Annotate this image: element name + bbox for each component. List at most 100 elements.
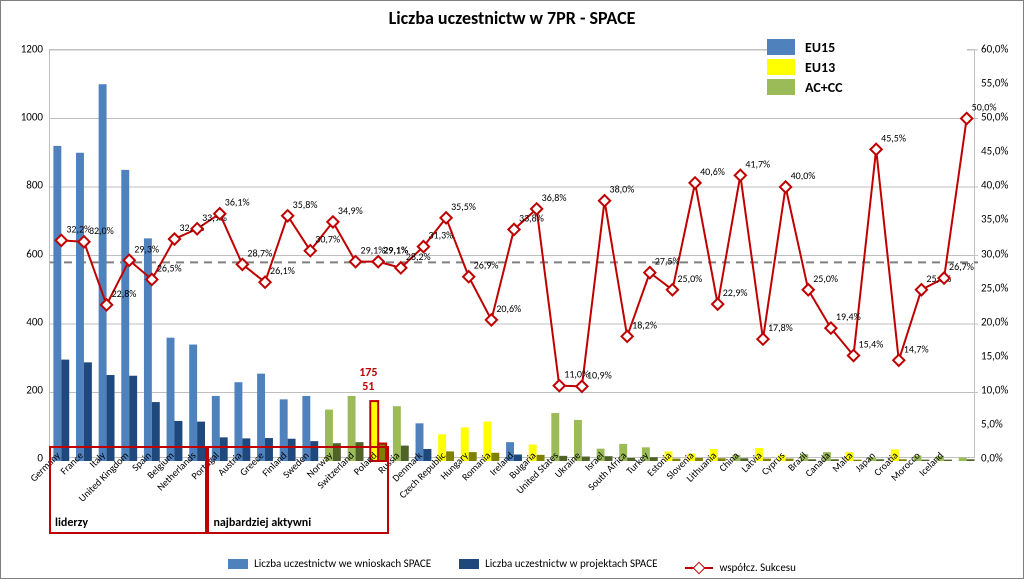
- y-left-tick: 1000: [1, 111, 47, 124]
- bar-projects: [197, 422, 205, 461]
- pct-label: 29,3%: [134, 242, 159, 255]
- y-right-tick: 20,0%: [977, 315, 1023, 328]
- pct-label: 32,2%: [66, 222, 91, 235]
- line-marker: [463, 271, 474, 282]
- pct-label: 29,1%: [361, 244, 386, 257]
- pct-label: 33,8%: [519, 211, 544, 224]
- y-right-tick: 30,0%: [977, 247, 1023, 260]
- x-axis-labels: GermanyFranceItalyUnited KingdomSpainBel…: [49, 458, 975, 546]
- legend-label: Liczba uczestnictw w projektach SPACE: [485, 557, 657, 570]
- y-right-tick: 15,0%: [977, 349, 1023, 362]
- legend-top-item: EU15: [767, 37, 967, 57]
- pct-label: 26,7%: [949, 260, 974, 273]
- line-marker: [599, 195, 610, 206]
- y-right-tick: 45,0%: [977, 145, 1023, 158]
- pct-label: 25,0%: [677, 272, 702, 285]
- y-left-tick: 1200: [1, 43, 47, 56]
- pct-label: 14,7%: [904, 342, 929, 355]
- bar-projects: [152, 402, 160, 461]
- y-right-tick: 60,0%: [977, 43, 1023, 56]
- line-marker: [916, 284, 927, 295]
- pct-label: 35,5%: [451, 200, 476, 213]
- y-right-tick: 55,0%: [977, 77, 1023, 90]
- bar-projects: [174, 421, 182, 461]
- line-marker: [735, 170, 746, 181]
- y-left-tick: 400: [1, 315, 47, 328]
- pct-label: 41,7%: [745, 157, 770, 170]
- line-marker: [169, 233, 180, 244]
- line-marker: [576, 381, 587, 392]
- bar-applications: [189, 345, 197, 461]
- poland-callout: 17551: [359, 366, 377, 394]
- y-right-tick: 40,0%: [977, 179, 1023, 192]
- pct-label: 22,9%: [723, 286, 748, 299]
- plot-area: 32,2%32,0%22,8%29,3%26,5%32,4%33,9%36,1%…: [49, 49, 975, 458]
- pct-label: 27,5%: [655, 255, 680, 268]
- y-right-tick: 25,0%: [977, 281, 1023, 294]
- line-marker: [870, 144, 881, 155]
- bar-applications: [121, 170, 129, 461]
- y-right-tick: 10,0%: [977, 383, 1023, 396]
- line-marker: [350, 256, 361, 267]
- bar-applications: [144, 238, 152, 461]
- pct-label: 28,7%: [247, 246, 272, 259]
- legend-label: EU13: [805, 59, 835, 76]
- pct-label: 20,6%: [496, 302, 521, 315]
- chart-title: Liczba uczestnictw w 7PR - SPACE: [1, 7, 1023, 29]
- bar-applications: [167, 338, 175, 461]
- line-marker: [282, 210, 293, 221]
- pct-label: 40,0%: [791, 169, 816, 182]
- plot-svg: 32,2%32,0%22,8%29,3%26,5%32,4%33,9%36,1%…: [50, 50, 974, 457]
- pct-label: 26,9%: [474, 259, 499, 272]
- y-left-tick: 600: [1, 247, 47, 260]
- line-marker: [373, 256, 384, 267]
- line-marker: [893, 355, 904, 366]
- pct-label: 38,0%: [610, 183, 635, 196]
- bar-projects: [61, 360, 69, 461]
- line-marker: [803, 284, 814, 295]
- bar-projects: [107, 375, 115, 461]
- pct-label: 50,0%: [972, 101, 997, 114]
- pct-label: 26,5%: [157, 261, 182, 274]
- line-marker: [712, 298, 723, 309]
- bar-projects: [84, 362, 92, 461]
- y-right-tick: 0,0%: [977, 452, 1023, 465]
- y-right-tick: 5,0%: [977, 417, 1023, 430]
- y-left-axis-labels: 020040060080010001200: [1, 49, 47, 458]
- pct-label: 18,2%: [632, 318, 657, 331]
- line-marker: [780, 181, 791, 192]
- pct-label: 11,0%: [564, 368, 589, 381]
- chart-container: Liczba uczestnictw w 7PR - SPACE 0200400…: [0, 0, 1024, 579]
- y-left-tick: 200: [1, 383, 47, 396]
- line-marker: [757, 333, 768, 344]
- pct-label: 40,6%: [700, 165, 725, 178]
- legend-bottom-item: Liczba uczestnictw w projektach SPACE: [459, 557, 657, 570]
- line-marker: [961, 113, 972, 124]
- bar-applications: [76, 153, 84, 461]
- pct-label: 19,4%: [836, 310, 861, 323]
- pct-label: 15,4%: [859, 338, 884, 351]
- pct-label: 30,7%: [315, 233, 340, 246]
- y-left-tick: 800: [1, 179, 47, 192]
- y-right-tick: 35,0%: [977, 213, 1023, 226]
- pct-label: 22,8%: [112, 287, 137, 300]
- legend-top-item: AC+CC: [767, 77, 967, 97]
- pct-label: 26,1%: [270, 264, 295, 277]
- bar-applications: [257, 374, 265, 461]
- pct-label: 10,9%: [587, 368, 612, 381]
- line-marker: [622, 331, 633, 342]
- pct-label: 35,8%: [293, 198, 318, 211]
- pct-label: 45,5%: [881, 131, 906, 144]
- pct-label: 32,0%: [89, 224, 114, 237]
- legend-label: Liczba uczestnictw we wnioskach SPACE: [254, 557, 431, 570]
- legend-bottom: Liczba uczestnictw we wnioskach SPACE Lic…: [1, 557, 1023, 574]
- bar-applications: [53, 146, 61, 461]
- legend-bottom-item: współcz. Sukcesu: [685, 561, 795, 574]
- legend-label: EU15: [805, 39, 835, 56]
- pct-label: 34,9%: [338, 204, 363, 217]
- bar-applications: [99, 84, 107, 461]
- pct-label: 17,8%: [768, 321, 793, 334]
- legend-bottom-item: Liczba uczestnictw we wnioskach SPACE: [228, 557, 431, 570]
- legend-label: AC+CC: [805, 79, 843, 96]
- bar-projects: [129, 376, 137, 461]
